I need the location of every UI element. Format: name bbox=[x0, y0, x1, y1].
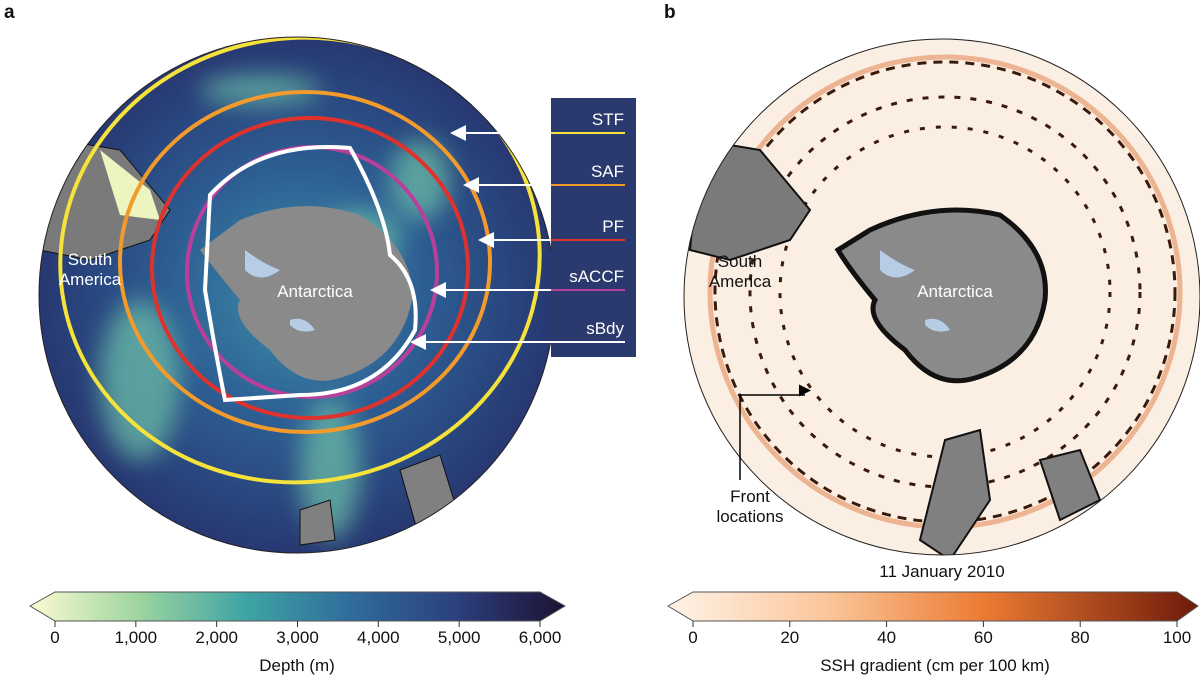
colorbar-tick-label: 100 bbox=[1162, 628, 1192, 647]
colorbar-tick-label: 40 bbox=[877, 628, 897, 647]
colorbar-tick-label: 20 bbox=[780, 628, 800, 647]
front-legend bbox=[551, 98, 636, 357]
front-label: STF bbox=[591, 110, 624, 129]
colorbar-tick-label: 1,000 bbox=[114, 628, 158, 647]
colorbar-title: SSH gradient (cm per 100 km) bbox=[820, 656, 1050, 675]
front-label: SAF bbox=[590, 162, 624, 181]
panel-label: b bbox=[664, 2, 676, 23]
map-a bbox=[39, 37, 555, 553]
colorbar-tick-label: 0 bbox=[50, 628, 60, 647]
front-label: sACCF bbox=[569, 267, 624, 286]
date-label: 11 January 2010 bbox=[879, 562, 1005, 581]
place-label: Antarctica bbox=[917, 282, 993, 301]
colorbar-tick-label: 3,000 bbox=[276, 628, 319, 647]
colorbar-tick-label: 6,000 bbox=[518, 628, 562, 647]
colorbar-title: Depth (m) bbox=[259, 656, 335, 675]
place-label: Antarctica bbox=[277, 282, 353, 301]
place-label: South America bbox=[58, 250, 122, 289]
colorbar-b bbox=[667, 591, 1199, 622]
panel-label: a bbox=[4, 2, 15, 23]
map-b bbox=[684, 39, 1200, 555]
annotation: Front locations bbox=[716, 487, 784, 526]
colorbar-tick-label: 2,000 bbox=[195, 628, 238, 647]
colorbar-tick-label: 80 bbox=[1070, 628, 1090, 647]
colorbar-tick-label: 5,000 bbox=[437, 628, 481, 647]
colorbar-tick-label: 60 bbox=[973, 628, 993, 647]
colorbar-tick-label: 0 bbox=[688, 628, 698, 647]
front-label: sBdy bbox=[586, 319, 624, 338]
colorbar-tick-label: 4,000 bbox=[357, 628, 400, 647]
front-label: PF bbox=[602, 217, 624, 236]
place-label: South America bbox=[708, 252, 772, 291]
colorbar-a bbox=[29, 591, 566, 622]
